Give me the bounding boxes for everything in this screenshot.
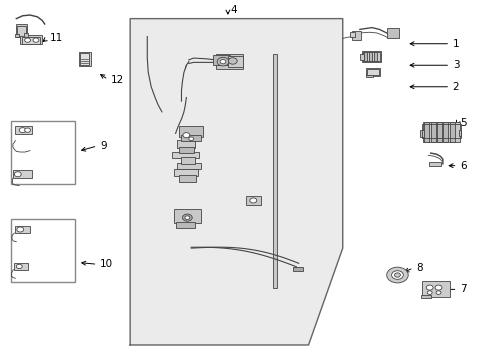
Circle shape [189, 137, 194, 140]
Circle shape [16, 264, 22, 269]
Bar [15, 34, 19, 37]
Bar [431, 122, 436, 141]
Bar [20, 36, 42, 44]
Circle shape [24, 128, 30, 132]
Text: 3: 3 [453, 60, 459, 70]
Text: 6: 6 [460, 161, 466, 171]
Bar [16, 24, 27, 37]
Bar [437, 122, 442, 141]
Bar [368, 52, 372, 60]
Bar [14, 263, 28, 270]
Bar [213, 55, 230, 65]
Circle shape [427, 291, 432, 294]
Bar [15, 226, 30, 233]
Text: 4: 4 [230, 5, 237, 15]
Bar [423, 122, 460, 142]
Bar [367, 69, 379, 75]
Bar [459, 130, 462, 136]
Bar [228, 56, 243, 67]
Bar [79, 51, 91, 66]
Circle shape [426, 285, 433, 290]
Circle shape [33, 38, 39, 42]
Bar [176, 140, 195, 148]
Text: 9: 9 [100, 141, 106, 151]
Circle shape [436, 291, 441, 294]
Bar [421, 295, 431, 298]
Bar [179, 147, 194, 153]
Circle shape [183, 133, 190, 138]
Bar [273, 54, 277, 288]
Circle shape [182, 214, 192, 221]
Bar [216, 54, 243, 69]
Text: 7: 7 [460, 284, 466, 294]
Bar [80, 53, 89, 64]
Bar [13, 170, 32, 178]
Bar [424, 122, 429, 141]
Bar [246, 196, 261, 205]
Bar [422, 282, 450, 297]
Bar [450, 122, 455, 141]
Circle shape [394, 273, 400, 277]
Text: 2: 2 [453, 82, 459, 92]
Bar [175, 222, 195, 228]
Text: 1: 1 [453, 39, 459, 49]
Bar [366, 75, 373, 77]
Bar [174, 209, 201, 223]
Text: 5: 5 [460, 118, 466, 128]
Bar [22, 37, 40, 44]
Text: 12: 12 [111, 75, 124, 85]
Bar [373, 52, 377, 60]
Bar [176, 163, 201, 169]
Circle shape [217, 57, 229, 66]
Bar [179, 175, 196, 182]
Bar [172, 152, 198, 158]
Bar [179, 126, 203, 137]
Bar [181, 157, 195, 164]
Bar [422, 125, 462, 138]
Circle shape [17, 227, 24, 232]
Bar [429, 162, 441, 166]
Circle shape [392, 271, 403, 279]
Bar [352, 31, 361, 40]
Circle shape [387, 267, 408, 283]
Bar [174, 168, 197, 176]
Bar [11, 121, 75, 184]
Bar [24, 33, 28, 37]
Bar [420, 130, 424, 137]
Polygon shape [130, 19, 343, 345]
Bar [293, 267, 303, 271]
Bar [387, 28, 399, 39]
Circle shape [14, 172, 21, 177]
Bar [363, 51, 380, 61]
Bar [17, 26, 26, 36]
Bar [366, 68, 380, 76]
Bar [350, 32, 355, 37]
Circle shape [220, 59, 226, 64]
Circle shape [19, 128, 26, 133]
Text: 10: 10 [100, 259, 113, 269]
Bar [180, 135, 201, 140]
Bar [443, 122, 448, 141]
Circle shape [228, 58, 237, 64]
Circle shape [24, 38, 30, 42]
Bar [364, 52, 367, 60]
Bar [362, 51, 381, 62]
Bar [360, 54, 364, 59]
Bar [11, 220, 75, 282]
Circle shape [185, 216, 190, 220]
Text: 11: 11 [49, 33, 63, 43]
Text: 8: 8 [416, 263, 423, 273]
Circle shape [250, 198, 257, 203]
Circle shape [435, 285, 442, 290]
Bar [15, 126, 32, 134]
